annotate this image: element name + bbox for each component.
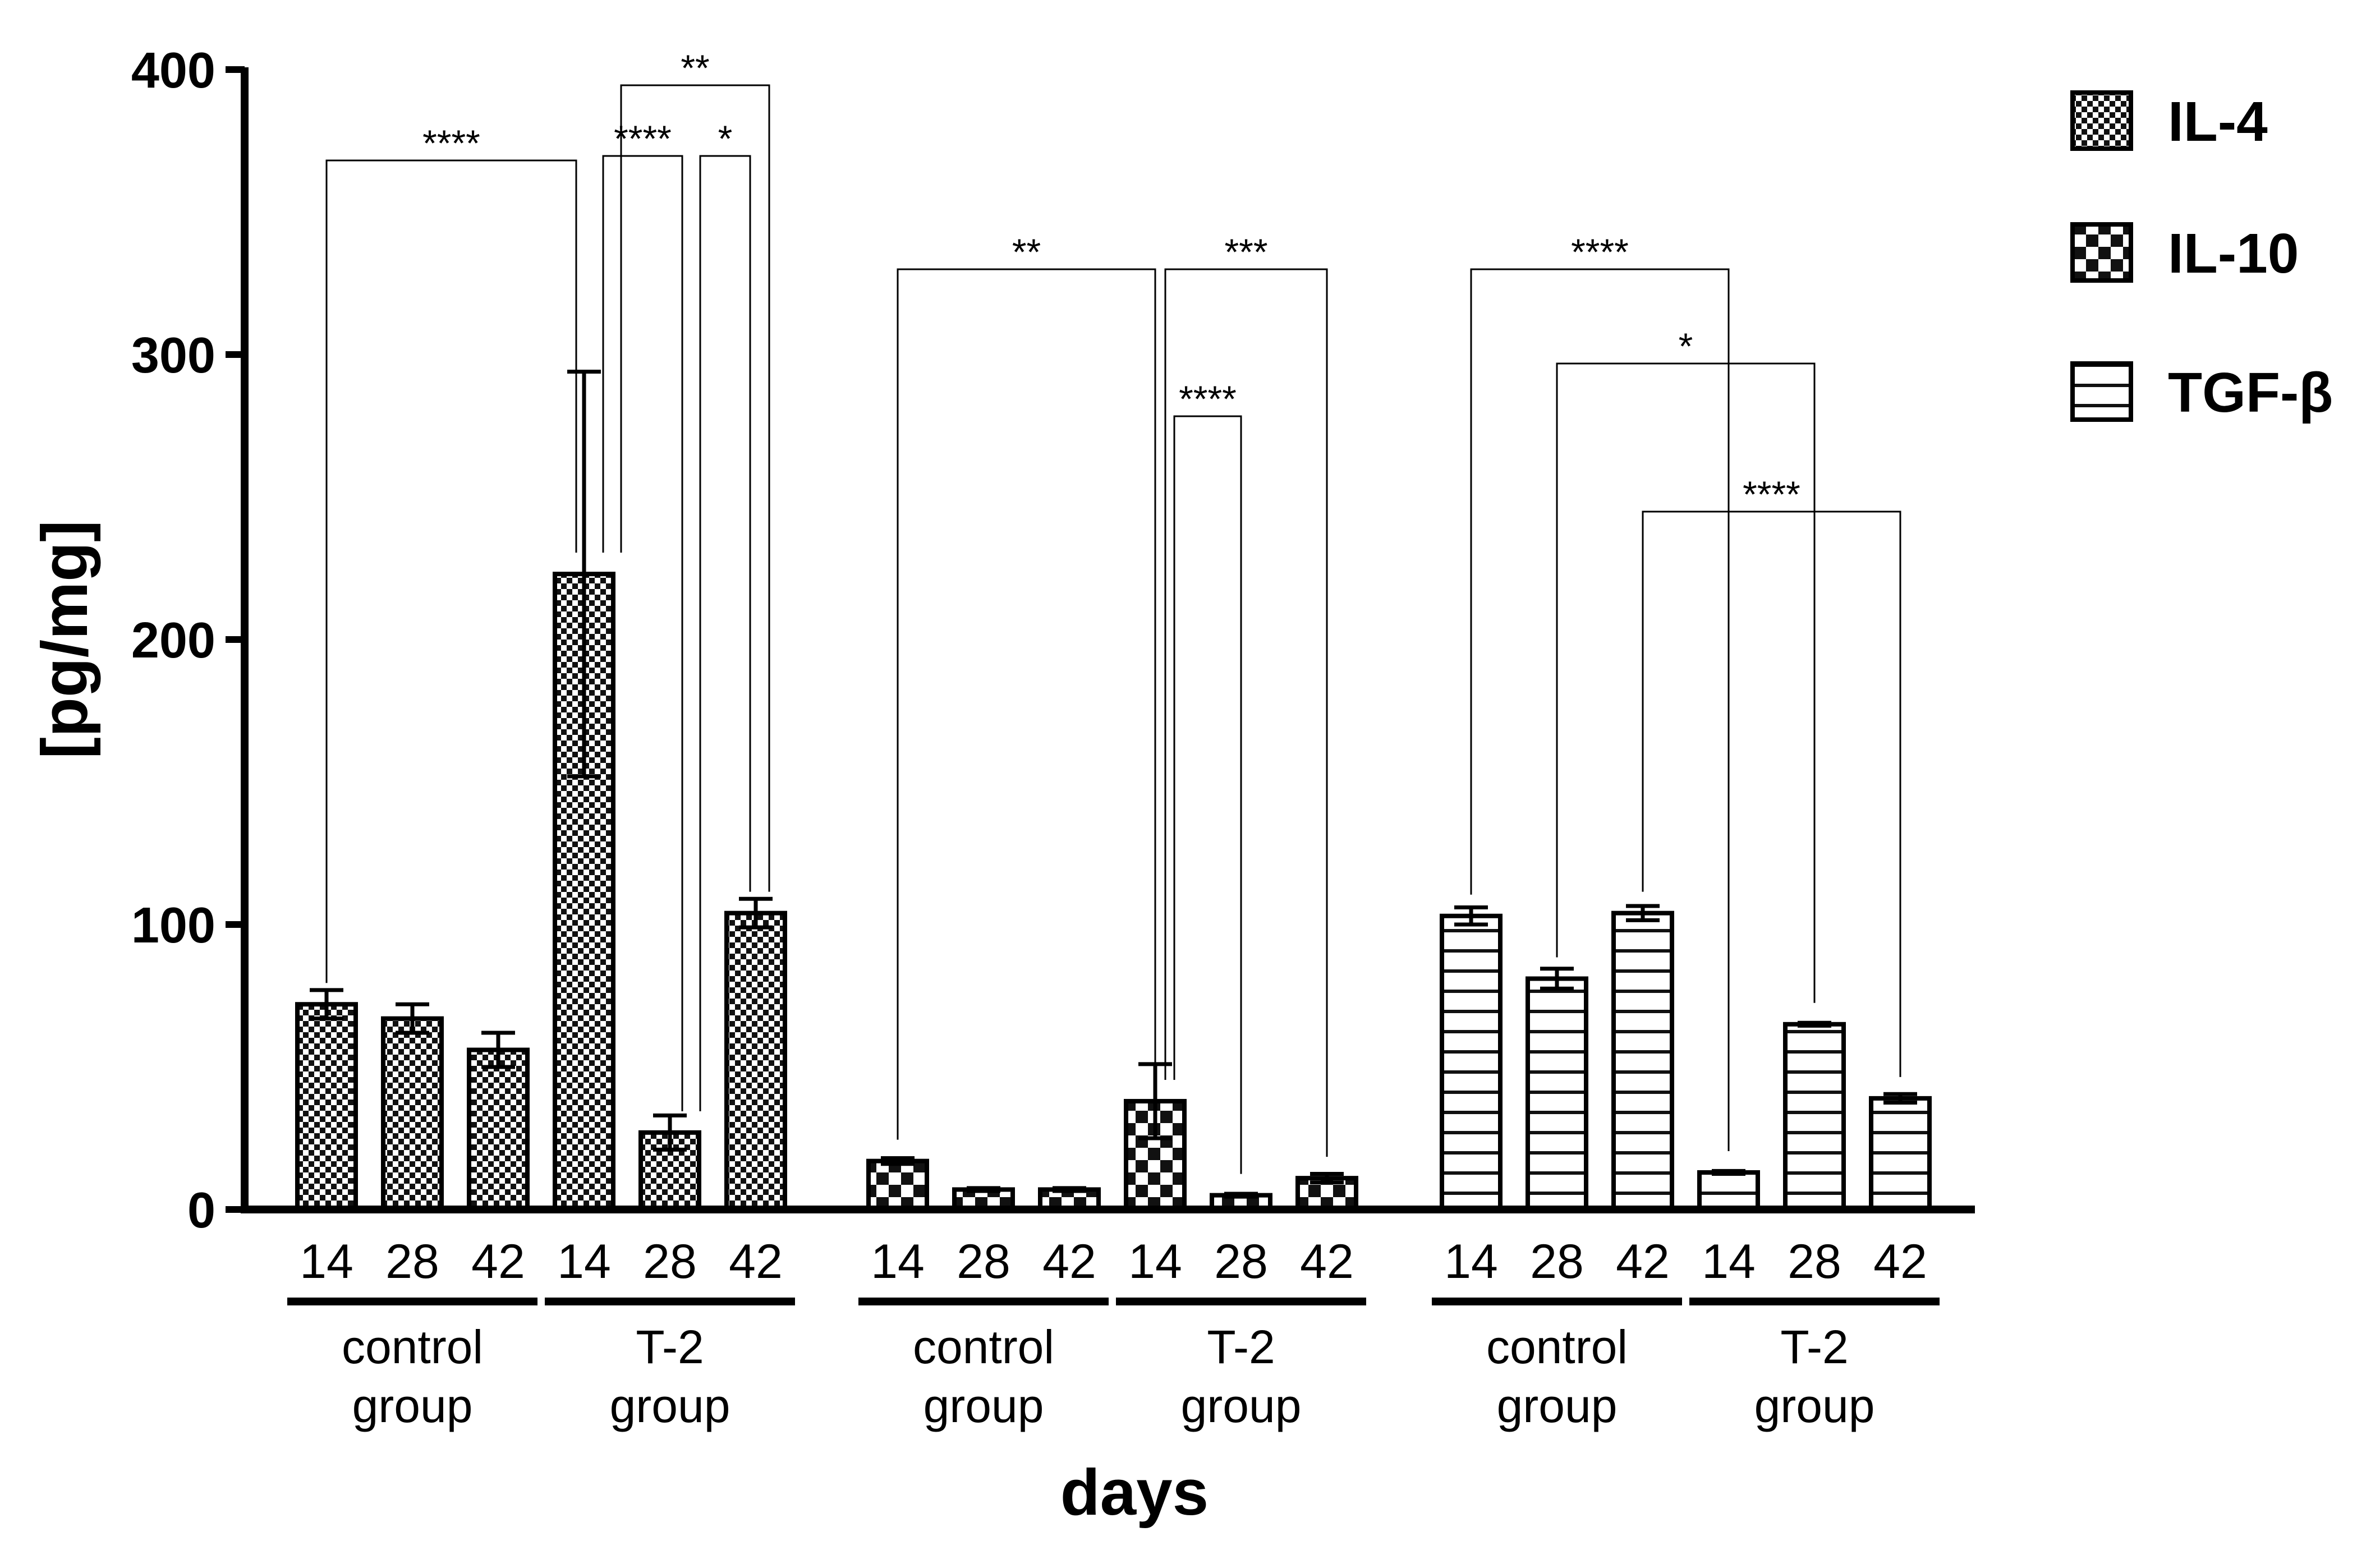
significance-label: * [1679, 325, 1693, 367]
category-label: 42 [1873, 1235, 1927, 1289]
category-label: 42 [729, 1235, 783, 1289]
category-label: 14 [1444, 1235, 1498, 1289]
bar-IL-4-control group-42 [467, 1047, 530, 1212]
axes-layer: 0 100 200 300 400 [pg/mg] days [28, 43, 1975, 1529]
significance-bracket [1164, 268, 1328, 1157]
significance-label: **** [1571, 231, 1629, 273]
group-label: group [352, 1379, 473, 1432]
bar-TGF-β-control group-14 [1440, 913, 1503, 1212]
group-label: control [1486, 1321, 1628, 1373]
x-axis-title: days [1060, 1456, 1209, 1529]
significance-layer: ********** *** **************** [325, 47, 1901, 1174]
category-label: 42 [1042, 1235, 1096, 1289]
legend-swatch-TGF-β [2070, 361, 2133, 422]
category-label: 28 [1214, 1235, 1268, 1289]
group-label: group [1754, 1379, 1875, 1432]
significance-bracket [897, 268, 1156, 1140]
significance-bracket [1642, 510, 1901, 1077]
error-bar-TGF-β-control group-42 [1626, 904, 1660, 922]
category-label: 14 [1128, 1235, 1182, 1289]
bar-IL-4-control group-14 [295, 1002, 358, 1212]
bars-layer [295, 369, 1932, 1212]
category-label: 28 [643, 1235, 697, 1289]
y-axis-title: [pg/mg] [28, 520, 101, 758]
bar-IL-4-control group-28 [381, 1016, 444, 1212]
group-label: group [923, 1379, 1044, 1432]
group-label: group [1181, 1379, 1302, 1432]
category-label: 42 [1616, 1235, 1670, 1289]
y-tick-label: 200 [131, 613, 215, 669]
group-label: group [610, 1379, 730, 1432]
bar-TGF-β-T-2 group-42 [1869, 1096, 1932, 1212]
group-label: control [342, 1321, 483, 1373]
bar-TGF-β-T-2 group-28 [1783, 1022, 1846, 1212]
group-label: T-2 [636, 1321, 704, 1373]
error-bar-IL-10-control group-14 [881, 1156, 915, 1166]
category-label: 14 [557, 1235, 611, 1289]
error-bar-IL-10-control group-42 [1053, 1186, 1086, 1193]
category-label: 14 [1702, 1235, 1756, 1289]
significance-bracket [1173, 415, 1242, 1174]
error-bar-IL-4-T-2 group-28 [653, 1113, 687, 1152]
legend-label-IL-10: IL-10 [2168, 222, 2299, 285]
y-tick-label: 100 [131, 898, 215, 954]
legend: IL-4 IL-10 TGF-β [2070, 90, 2333, 424]
legend-swatch-IL-10 [2070, 222, 2133, 283]
significance-bracket [1556, 362, 1816, 1003]
group-label: control [913, 1321, 1054, 1373]
category-label: 28 [1530, 1235, 1584, 1289]
significance-label: ** [681, 47, 709, 89]
error-bar-TGF-β-T-2 group-28 [1798, 1020, 1831, 1028]
significance-bracket [620, 84, 770, 892]
error-bar-IL-4-T-2 group-14 [567, 369, 601, 779]
significance-label: *** [1224, 231, 1267, 273]
labels-layer: 14 28 42 control group 14 28 42 T-2 group 14 28 42 co… [287, 1235, 1940, 1432]
category-label: 28 [385, 1235, 439, 1289]
significance-label: ** [1012, 231, 1041, 273]
legend-label-TGF-β: TGF-β [2168, 361, 2333, 424]
error-bar-IL-4-control group-14 [310, 988, 343, 1021]
category-label: 42 [471, 1235, 525, 1289]
bar-IL-10-control group-14 [866, 1158, 929, 1212]
error-bar-IL-10-T-2 group-28 [1224, 1192, 1258, 1199]
category-label: 42 [1300, 1235, 1354, 1289]
significance-bracket [1470, 268, 1730, 1151]
group-label: group [1497, 1379, 1618, 1432]
bar-TGF-β-control group-42 [1611, 910, 1674, 1212]
category-label: 28 [1788, 1235, 1841, 1289]
significance-label: **** [1743, 473, 1800, 515]
category-label: 28 [957, 1235, 1010, 1289]
group-label: T-2 [1780, 1321, 1848, 1373]
error-bar-TGF-β-control group-14 [1454, 905, 1488, 927]
error-bar-TGF-β-T-2 group-42 [1883, 1092, 1917, 1105]
error-bar-IL-4-control group-28 [396, 1002, 429, 1035]
category-label: 14 [871, 1235, 925, 1289]
significance-bracket [325, 159, 577, 983]
error-bar-TGF-β-T-2 group-14 [1712, 1169, 1745, 1176]
y-tick-label: 300 [131, 328, 215, 384]
significance-bracket [699, 155, 751, 1111]
significance-label: **** [422, 122, 480, 164]
error-bar-IL-4-T-2 group-42 [739, 896, 773, 930]
bar-IL-4-T-2 group-42 [724, 910, 787, 1212]
legend-label-IL-4: IL-4 [2168, 90, 2268, 153]
legend-swatch-IL-4 [2070, 90, 2133, 151]
bar-TGF-β-control group-28 [1526, 976, 1588, 1212]
error-bar-TGF-β-control group-28 [1540, 967, 1574, 991]
y-tick-label: 0 [187, 1183, 215, 1239]
significance-label: * [718, 118, 733, 159]
error-bar-IL-4-control group-42 [481, 1031, 515, 1069]
group-label: T-2 [1207, 1321, 1275, 1373]
significance-bracket [602, 155, 683, 1111]
error-bar-IL-10-T-2 group-42 [1310, 1172, 1344, 1185]
significance-label: **** [614, 118, 672, 159]
error-bar-IL-10-control group-28 [967, 1186, 1000, 1193]
y-tick-label: 400 [131, 43, 215, 99]
category-label: 14 [300, 1235, 353, 1289]
significance-label: **** [1179, 378, 1237, 420]
bar-TGF-β-T-2 group-14 [1697, 1170, 1760, 1212]
